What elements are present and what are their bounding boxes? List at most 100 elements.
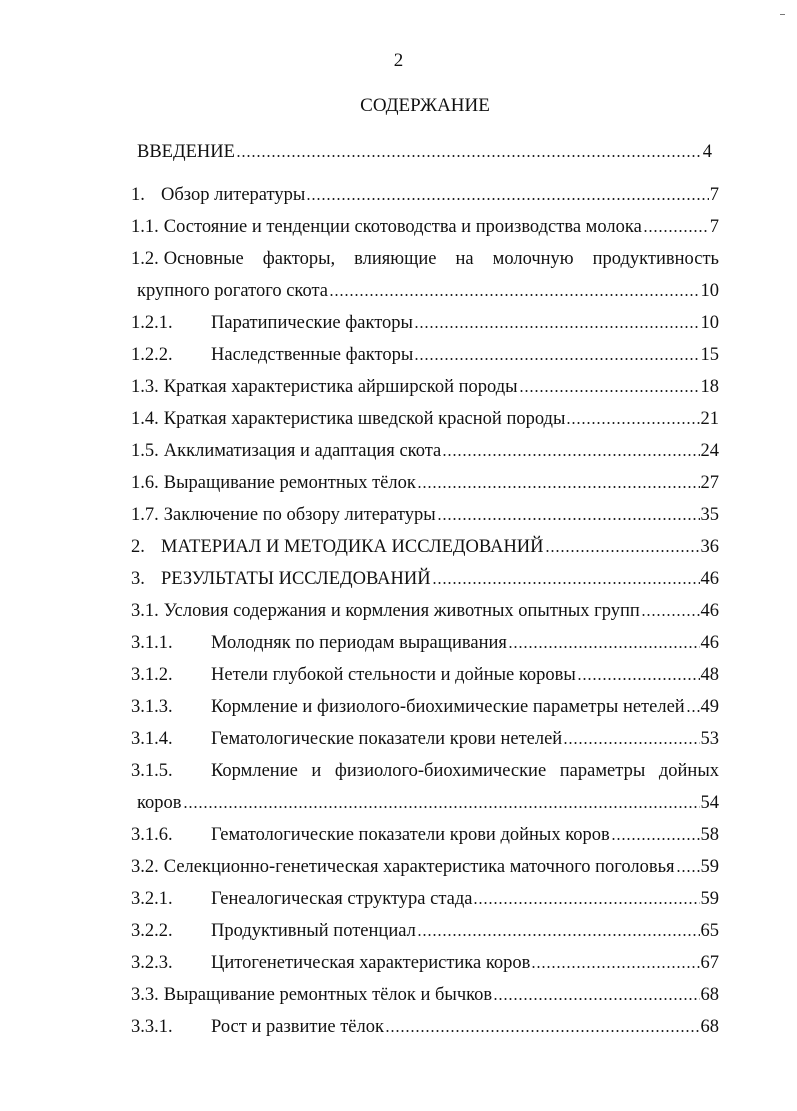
entry-number: 3.1.2. <box>131 665 173 685</box>
dot-leader <box>493 997 700 1001</box>
toc-entry: 3.1. Условия содержания и кормления живот… <box>131 600 719 622</box>
entry-page: 10 <box>700 313 720 333</box>
corner-mark <box>780 14 785 15</box>
entry-title: Кормление и физиолого-биохимические пара… <box>211 761 719 781</box>
entry-page: 54 <box>700 793 720 813</box>
toc-entry: 2. МАТЕРИАЛ И МЕТОДИКА ИССЛЕДОВАНИЙ 36 <box>131 536 719 558</box>
entry-title: Молодняк по периодам выращивания <box>211 633 507 653</box>
entry-title: МАТЕРИАЛ И МЕТОДИКА ИССЛЕДОВАНИЙ <box>161 537 544 557</box>
entry-title: РЕЗУЛЬТАТЫ ИССЛЕДОВАНИЙ <box>161 569 431 589</box>
entry-number: 3.1.5. <box>131 761 173 781</box>
entry-title: Цитогенетическая характеристика коров <box>211 953 531 973</box>
entry-page: 15 <box>700 345 720 365</box>
dot-leader <box>235 154 702 158</box>
dot-leader <box>507 645 700 649</box>
toc-entry: 1.2. Основные факторы, влияющие на молочн… <box>131 248 719 270</box>
entry-title: Продуктивный потенциал <box>211 921 416 941</box>
entry-number: 3.2. <box>131 857 159 877</box>
entry-title: Условия содержания и кормления животных … <box>163 601 640 621</box>
entry-page: 48 <box>700 665 720 685</box>
toc-entry: 3.1.1. Молодняк по периодам выращивания 46 <box>131 632 719 654</box>
dot-leader <box>442 453 700 457</box>
entry-number: 1.2.1. <box>131 313 173 333</box>
toc-entry: 3.1.2. Нетели глубокой стельности и дойны… <box>131 664 719 686</box>
entry-number: 1.5. <box>131 441 159 461</box>
entry-number: 1. <box>131 185 145 205</box>
entry-title-continued: коров <box>137 793 182 813</box>
entry-page: 46 <box>700 569 720 589</box>
toc-entry: 3.1.4. Гематологические показатели крови … <box>131 728 719 750</box>
toc-heading: СОДЕРЖАНИЕ <box>360 95 490 116</box>
entry-page: 59 <box>700 857 720 877</box>
dot-leader <box>563 741 700 745</box>
entry-page: 4 <box>702 142 712 162</box>
entry-page: 7 <box>709 217 719 237</box>
entry-number: 3.1. <box>131 601 159 621</box>
toc-entry: 3.3. Выращивание ремонтных тёлок и бычков… <box>131 984 719 1006</box>
toc-entry: 1.1. Состояние и тенденции скотоводства и… <box>131 216 719 238</box>
toc-entry: 3. РЕЗУЛЬТАТЫ ИССЛЕДОВАНИЙ 46 <box>131 568 719 590</box>
entry-page: 35 <box>700 505 720 525</box>
toc-entry: 3.1.5. Кормление и физиолого-биохимически… <box>131 760 719 782</box>
entry-title: Заключение по обзору литературы <box>163 505 436 525</box>
entry-page: 18 <box>700 377 720 397</box>
entry-page: 24 <box>700 441 720 461</box>
entry-title: Акклиматизация и адаптация скота <box>163 441 442 461</box>
entry-page: 59 <box>700 889 720 909</box>
entry-number: 1.1. <box>131 217 159 237</box>
toc-entry: 1.7. Заключение по обзору литературы 35 <box>131 504 719 526</box>
entry-number: 3.1.4. <box>131 729 173 749</box>
dot-leader <box>531 965 700 969</box>
toc-entry: ВВЕДЕНИЕ 4 <box>137 141 712 163</box>
entry-page: 68 <box>700 985 720 1005</box>
dot-leader <box>576 677 700 681</box>
dot-leader <box>642 229 709 233</box>
toc-entry-continuation: коров 54 <box>137 792 719 814</box>
dot-leader <box>431 581 700 585</box>
page-number: 2 <box>393 50 404 71</box>
toc-entry: 3.2. Селекционно-генетическая характерист… <box>131 856 719 878</box>
toc-entry: 3.2.2. Продуктивный потенциал 65 <box>131 920 719 942</box>
entry-title: Наследственные факторы <box>211 345 414 365</box>
dot-leader <box>640 613 700 617</box>
entry-title: Гематологические показатели крови нетеле… <box>211 729 563 749</box>
entry-number: 1.2. <box>131 249 159 269</box>
entry-number: 3.2.1. <box>131 889 173 909</box>
toc-entry: 3.2.3. Цитогенетическая характеристика ко… <box>131 952 719 974</box>
entry-page: 67 <box>700 953 720 973</box>
toc-entry: 1.4. Краткая характеристика шведской крас… <box>131 408 719 430</box>
entry-number: 3.2.3. <box>131 953 173 973</box>
toc-entry: 1.2.2. Наследственные факторы 15 <box>131 344 719 366</box>
entry-number: 1.4. <box>131 409 159 429</box>
entry-number: 2. <box>131 537 145 557</box>
entry-page: 36 <box>700 537 720 557</box>
entry-title: Состояние и тенденции скотоводства и про… <box>163 217 642 237</box>
entry-title: Кормление и физиолого-биохимические пара… <box>211 697 685 717</box>
entry-title: Нетели глубокой стельности и дойные коро… <box>211 665 576 685</box>
entry-title: Генеалогическая структура стада <box>211 889 473 909</box>
toc-entry: 1. Обзор литературы 7 <box>131 184 719 206</box>
dot-leader <box>685 709 700 713</box>
entry-page: 65 <box>700 921 720 941</box>
entry-number: 3.1.1. <box>131 633 173 653</box>
dot-leader <box>518 389 700 393</box>
toc-entry: 3.2.1. Генеалогическая структура стада 59 <box>131 888 719 910</box>
entry-page: 53 <box>700 729 720 749</box>
entry-number: 3.1.3. <box>131 697 173 717</box>
entry-title-continued: крупного рогатого скота <box>137 281 328 301</box>
entry-title: Селекционно-генетическая характеристика … <box>163 857 675 877</box>
entry-number: 1.7. <box>131 505 159 525</box>
dot-leader <box>182 805 700 809</box>
toc-entry: 1.3. Краткая характеристика айрширской по… <box>131 376 719 398</box>
entry-number: 1.2.2. <box>131 345 173 365</box>
dot-leader <box>413 325 700 329</box>
entry-page: 46 <box>700 601 720 621</box>
entry-number: 3.1.6. <box>131 825 173 845</box>
toc-entry-continuation: крупного рогатого скота 10 <box>137 280 719 302</box>
toc-entry: 1.6. Выращивание ремонтных тёлок 27 <box>131 472 719 494</box>
dot-leader <box>544 549 700 553</box>
entry-page: 10 <box>700 281 720 301</box>
entry-number: 3. <box>131 569 145 589</box>
entry-title: Рост и развитие тёлок <box>211 1017 384 1037</box>
entry-title: Выращивание ремонтных тёлок и бычков <box>163 985 493 1005</box>
